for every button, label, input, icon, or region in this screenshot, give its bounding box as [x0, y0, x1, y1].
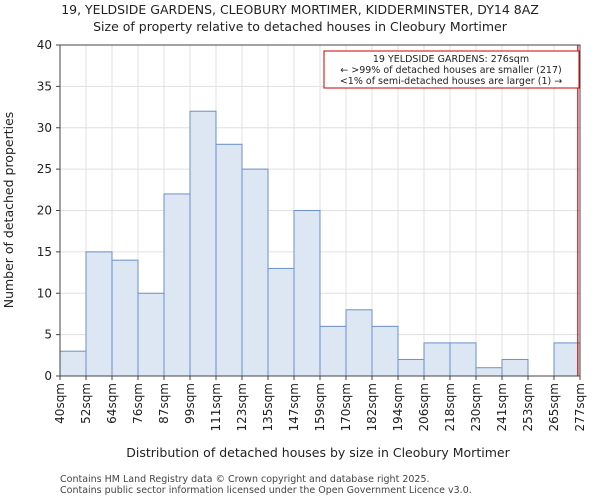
histogram-bar: [215, 143, 243, 377]
annotation-line1: 19 YELDSIDE GARDENS: 276sqm: [373, 54, 529, 65]
y-tick-label: 35: [37, 79, 52, 93]
x-tick-label: 40sqm: [53, 383, 67, 424]
x-tick-label: 111sqm: [209, 383, 223, 431]
histogram-bar: [137, 292, 165, 377]
chart-title-line1: 19, YELDSIDE GARDENS, CLEOBURY MORTIMER,…: [61, 2, 539, 17]
histogram-bar: [319, 325, 347, 377]
histogram-bar: [397, 358, 425, 377]
histogram-bar: [371, 325, 399, 377]
x-tick-label: 230sqm: [469, 383, 483, 431]
x-tick-label: 52sqm: [79, 383, 93, 424]
x-tick-label: 64sqm: [105, 383, 119, 424]
x-tick-label: 277sqm: [573, 383, 587, 431]
y-tick-label: 5: [44, 328, 52, 342]
histogram-bar: [293, 210, 321, 377]
y-tick-label: 25: [37, 162, 52, 176]
footer-line1: Contains HM Land Registry data © Crown c…: [60, 474, 430, 485]
y-ticks: 0 5 10 15 20 25 30 35 40: [37, 38, 60, 383]
histogram-bar: [423, 342, 451, 377]
annotation-frame: [323, 50, 580, 89]
chart-title-line2: Size of property relative to detached ho…: [93, 19, 508, 34]
footer-line2: Contains public sector information licen…: [60, 485, 472, 496]
histogram-bar: [501, 358, 529, 377]
x-tick-label: 182sqm: [365, 383, 379, 431]
histogram-bar: [475, 367, 503, 377]
y-tick-label: 30: [37, 121, 52, 135]
y-tick-label: 10: [37, 286, 52, 300]
histogram-bar: [241, 168, 269, 377]
x-tick-label: 194sqm: [391, 383, 405, 431]
y-tick-label: 15: [37, 245, 52, 259]
y-tick-label: 20: [37, 204, 52, 218]
x-tick-label: 76sqm: [131, 383, 145, 424]
histogram-bar: [553, 342, 581, 377]
y-tick-label: 0: [44, 369, 52, 383]
x-tick-label: 241sqm: [495, 383, 509, 431]
annotation-box: 19 YELDSIDE GARDENS: 276sqm ← >99% of de…: [323, 50, 580, 89]
y-tick-label: 40: [37, 38, 52, 52]
histogram-bar: [449, 342, 477, 377]
x-tick-label: 147sqm: [287, 383, 301, 431]
y-axis-label: Number of detached properties: [1, 112, 16, 309]
annotation-line2: ← >99% of detached houses are smaller (2…: [340, 65, 561, 76]
histogram-bar: [59, 350, 87, 377]
x-tick-label: 265sqm: [547, 383, 561, 431]
x-tick-label: 135sqm: [261, 383, 275, 431]
x-axis-label: Distribution of detached houses by size …: [126, 445, 510, 460]
histogram-bar: [267, 267, 295, 377]
x-tick-label: 123sqm: [235, 383, 249, 431]
annotation-line3: <1% of semi-detached houses are larger (…: [340, 76, 562, 87]
x-tick-label: 170sqm: [339, 383, 353, 431]
x-tick-label: 99sqm: [183, 383, 197, 424]
x-tick-label: 218sqm: [443, 383, 457, 431]
bars: [59, 110, 581, 377]
histogram-bar: [85, 251, 113, 377]
x-ticks: 40sqm 52sqm 64sqm 76sqm 87sqm 99sqm 111sqm 123s…: [53, 376, 587, 431]
x-tick-label: 159sqm: [313, 383, 327, 431]
x-tick-label: 87sqm: [157, 383, 171, 424]
histogram-bar: [111, 259, 139, 377]
histogram-bar: [189, 110, 217, 377]
histogram-bar: [163, 193, 191, 377]
x-tick-label: 206sqm: [417, 383, 431, 431]
histogram-bar: [345, 309, 373, 377]
x-tick-label: 253sqm: [521, 383, 535, 431]
